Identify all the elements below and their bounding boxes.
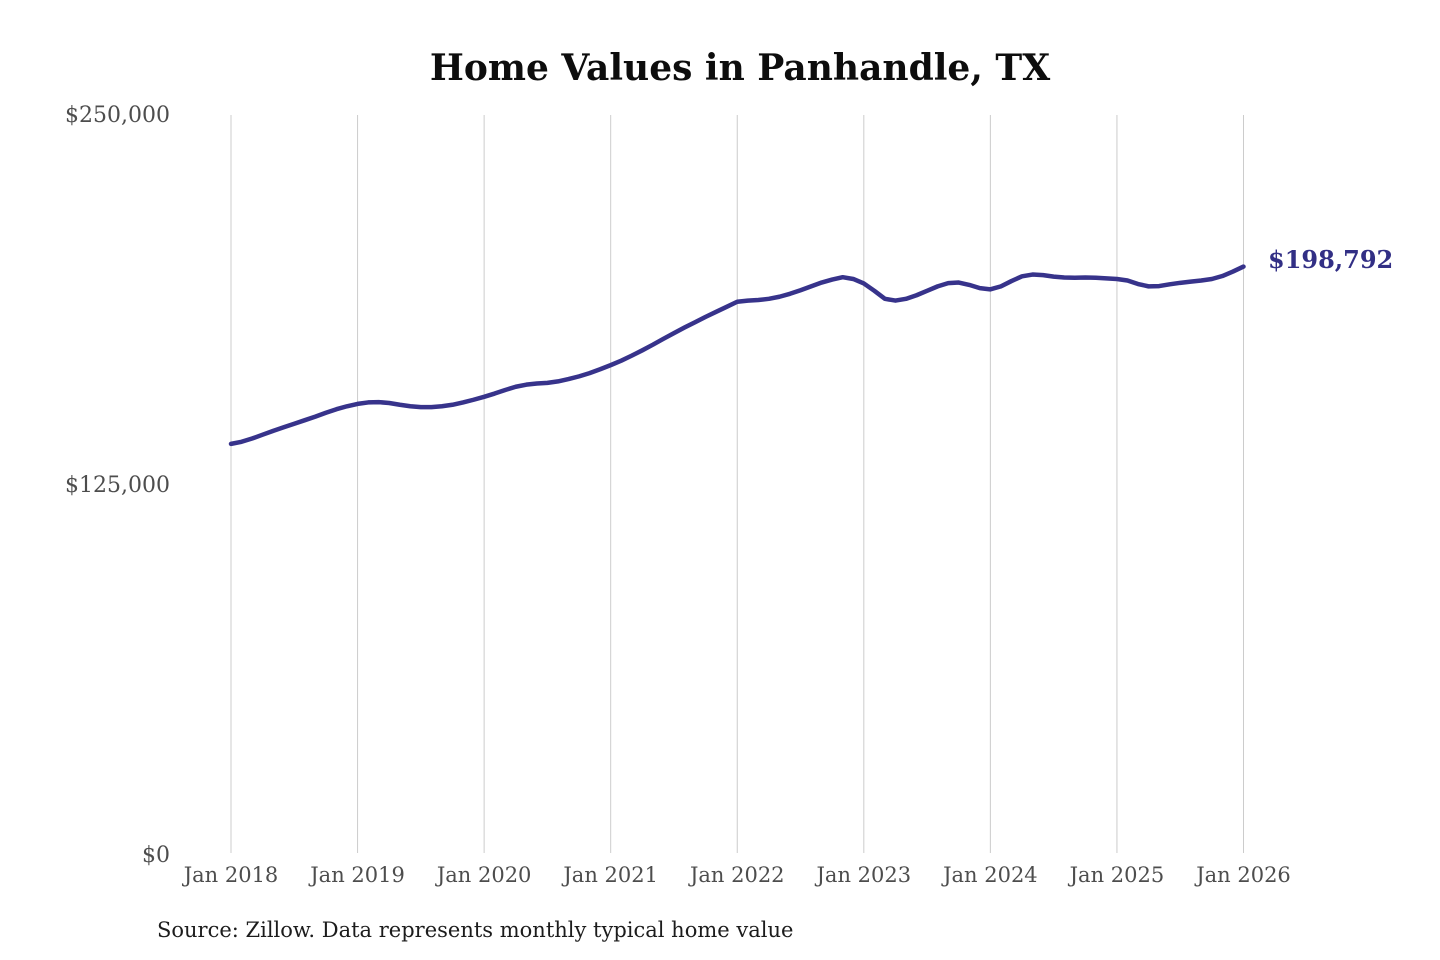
y-tick-label: $0 xyxy=(142,843,170,868)
x-tick-label: Jan 2021 xyxy=(561,863,658,887)
home-value-series-line xyxy=(228,264,1246,447)
end-value-label: $198,792 xyxy=(1268,245,1393,274)
x-tick-label: Jan 2026 xyxy=(1194,863,1291,887)
x-tick-label: Jan 2019 xyxy=(308,863,405,887)
gridlines xyxy=(230,115,1244,853)
y-axis-labels: $0 $125,000 $250,000 xyxy=(65,103,170,868)
x-tick-label: Jan 2025 xyxy=(1068,863,1165,887)
x-tick-label: Jan 2020 xyxy=(435,863,532,887)
x-tick-label: Jan 2022 xyxy=(688,863,785,887)
source-note: Source: Zillow. Data represents monthly … xyxy=(157,918,793,942)
x-axis-labels: Jan 2018 Jan 2019 Jan 2020 Jan 2021 Jan 2022… xyxy=(182,863,1291,887)
y-tick-label: $125,000 xyxy=(65,473,170,498)
x-tick-label: Jan 2024 xyxy=(941,863,1038,887)
x-tick-label: Jan 2018 xyxy=(182,863,279,887)
y-tick-label: $250,000 xyxy=(65,103,170,128)
chart-title: Home Values in Panhandle, TX xyxy=(430,47,1050,89)
x-tick-label: Jan 2023 xyxy=(815,863,912,887)
